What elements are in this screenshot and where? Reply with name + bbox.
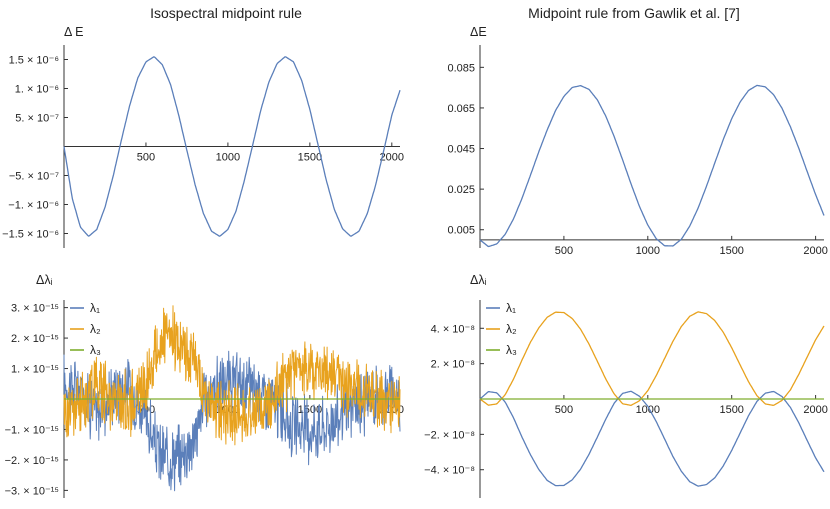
y-tick-label: −1. × 10⁻¹⁵ [5,424,59,436]
y-tick-label: 1. × 10⁻¹⁵ [11,364,59,376]
y-axis-label: Δλᵢ [36,273,53,287]
legend-label: λ₁ [506,301,516,315]
x-tick-label: 2000 [380,152,404,164]
plot-eigenvalues-gawlik: 4. × 10⁻⁸ 2. × 10⁻⁸ −2. × 10⁻⁸ −4. × 10⁻⁸ 50… [424,273,828,498]
legend-label: λ₂ [90,322,101,336]
legend-label: λ₂ [506,322,517,336]
y-tick-label: −2. × 10⁻⁸ [424,429,475,441]
x-tick-label: 1500 [298,152,322,164]
y-tick-label: 2. × 10⁻¹⁵ [11,333,59,345]
series-line-energy [479,84,825,248]
x-tick-label: 2000 [803,245,827,257]
series-line-λ₁ [479,390,825,487]
y-tick-label: 1. × 10⁻⁶ [15,84,59,96]
plot-energy-gawlik: 0.085 0.065 0.045 0.025 0.005 500 1000 1500 2000… [447,25,827,257]
left-column-title: Isospectral midpoint rule [150,5,302,21]
x-tick-label: 1500 [719,245,743,257]
x-tick-label: 500 [555,404,573,416]
x-tick-label: 1000 [636,245,660,257]
y-tick-label: 0.065 [447,103,475,115]
y-tick-label: 0.085 [447,62,475,74]
y-axis-label: ΔE [470,25,487,39]
y-tick-label: −4. × 10⁻⁸ [424,465,475,477]
x-tick-label: 1500 [719,404,743,416]
series-line-λ₂ [63,305,401,446]
y-axis-label: Δλᵢ [470,273,487,287]
x-tick-label: 500 [555,245,573,257]
y-tick-label: 3. × 10⁻¹⁵ [11,303,59,315]
right-column-title: Midpoint rule from Gawlik et al. [7] [528,5,740,21]
y-tick-label: −2. × 10⁻¹⁵ [5,455,59,467]
series-line-λ₂ [479,311,825,406]
x-tick-label: 2000 [803,404,827,416]
y-tick-label: −1.5 × 10⁻⁶ [2,229,59,241]
legend-label: λ₃ [506,343,517,357]
y-tick-label: 5. × 10⁻⁷ [15,113,59,125]
y-tick-label: 0.045 [447,144,475,156]
y-tick-label: 0.025 [447,184,475,196]
x-tick-label: 1000 [636,404,660,416]
x-tick-label: 1000 [216,152,240,164]
y-axis-label: Δ E [64,25,83,39]
y-tick-label: −3. × 10⁻¹⁵ [5,485,59,497]
x-tick-label: 1500 [298,404,322,416]
y-tick-label: 0.005 [447,225,475,237]
y-tick-label: −5. × 10⁻⁷ [9,171,59,183]
y-tick-label: 1.5 × 10⁻⁶ [9,55,59,67]
y-tick-label: 4. × 10⁻⁸ [431,323,475,335]
y-tick-label: 2. × 10⁻⁸ [431,359,475,371]
plot-eigenvalues-isospectral: 3. × 10⁻¹⁵ 2. × 10⁻¹⁵ 1. × 10⁻¹⁵ −1. × 10⁻¹… [5,273,404,498]
plot-energy-isospectral: 1.5 × 10⁻⁶ 1. × 10⁻⁶ 5. × 10⁻⁷ −5. × 10⁻⁷ −1… [2,25,404,248]
y-tick-label: −1. × 10⁻⁶ [8,200,59,212]
legend-label: λ₁ [90,301,100,315]
x-tick-label: 500 [137,152,155,164]
legend-label: λ₃ [90,343,101,357]
series-line-energy [63,56,401,237]
